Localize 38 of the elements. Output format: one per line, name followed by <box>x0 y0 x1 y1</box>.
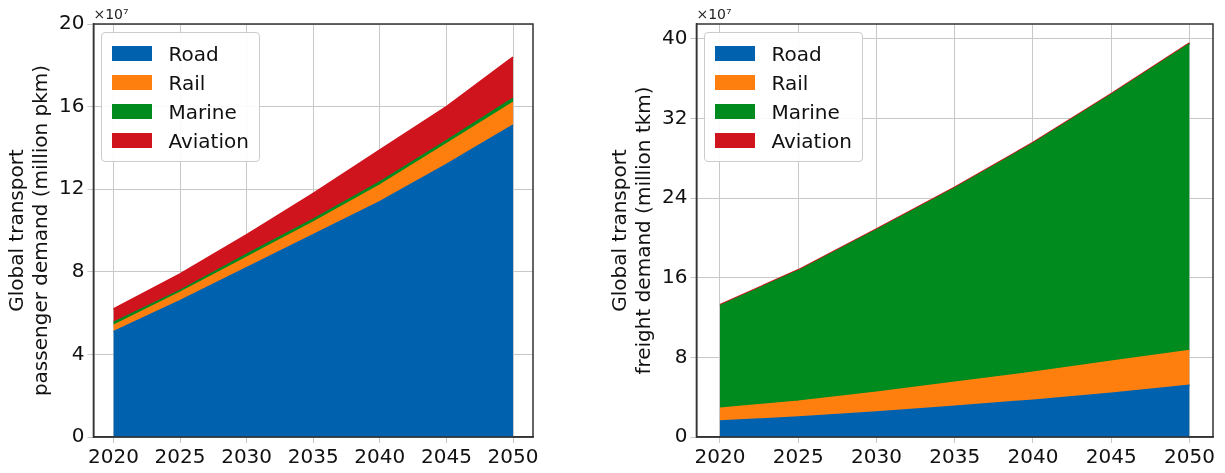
y-axis-title: Global transport freight demand (million tkm) <box>607 86 656 375</box>
y-tick-label: 20 <box>59 10 85 35</box>
x-tick-label: 2025 <box>154 444 206 469</box>
legend-label: Aviation <box>771 128 852 153</box>
x-tick-label: 2020 <box>694 444 746 469</box>
y-tick-label: 4 <box>71 340 85 365</box>
y-tick-label: 16 <box>662 263 688 288</box>
x-tick-label: 2030 <box>221 444 273 469</box>
y-tick-label: 0 <box>71 423 85 448</box>
y-axis-title: Global transport passenger demand (million pkm) <box>4 64 53 397</box>
text: ×10⁷ <box>93 5 129 22</box>
legend-label: Marine <box>168 99 237 124</box>
x-tick-label: 2045 <box>1085 444 1137 469</box>
x-tick-label: 2045 <box>420 444 472 469</box>
y-tick-label: 8 <box>71 258 85 282</box>
legend-label: Rail <box>168 70 206 95</box>
y-tick-label: 12 <box>59 175 85 200</box>
x-tick-label: 2050 <box>1164 444 1215 469</box>
x-tick-label: 2035 <box>929 444 981 469</box>
x-tick-label: 2030 <box>851 444 902 469</box>
legend-label: Road <box>168 41 219 66</box>
x-tick-label: 2040 <box>354 444 406 469</box>
y-tick-label: 40 <box>662 25 688 50</box>
y-tick-label: 24 <box>662 184 688 209</box>
x-tick-label: 2020 <box>87 444 139 469</box>
x-tick-label: 2050 <box>487 444 539 469</box>
legend-label: Aviation <box>168 128 249 153</box>
x-tick-label: 2040 <box>1007 444 1059 469</box>
legend-label: Marine <box>771 99 840 124</box>
y-tick-label: 16 <box>59 92 85 117</box>
legend-label: Road <box>771 41 822 66</box>
text: ×10⁷ <box>696 5 732 22</box>
y-tick-label: 32 <box>662 104 688 129</box>
x-tick-label: 2025 <box>772 444 824 469</box>
y-tick-label: 8 <box>674 343 688 368</box>
y-tick-label: 0 <box>674 423 688 448</box>
x-tick-label: 2035 <box>287 444 339 469</box>
legend-label: Rail <box>771 70 809 95</box>
